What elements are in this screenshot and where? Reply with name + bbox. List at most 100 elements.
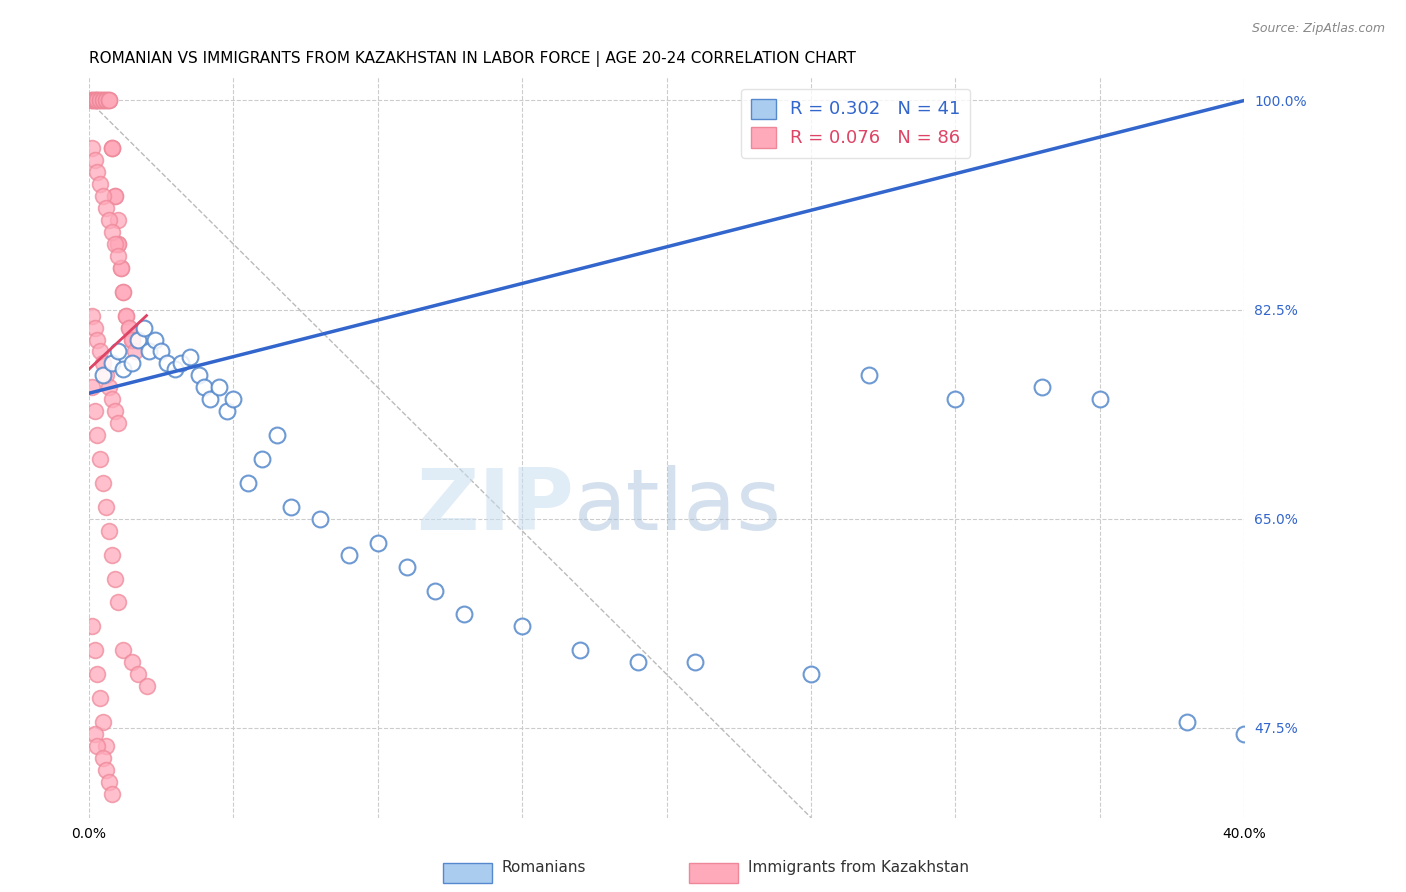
Point <box>107 236 129 251</box>
Point <box>107 249 129 263</box>
Point <box>143 333 166 347</box>
Point <box>97 774 120 789</box>
Point <box>83 94 105 108</box>
Point <box>83 94 105 108</box>
Point <box>91 94 114 108</box>
Point <box>86 94 108 108</box>
Point <box>91 475 114 490</box>
Point <box>280 500 302 514</box>
Text: Romanians: Romanians <box>502 861 586 875</box>
Point <box>86 94 108 108</box>
Point <box>121 333 143 347</box>
Point <box>83 404 105 418</box>
Point <box>510 619 533 633</box>
Point <box>91 94 114 108</box>
Point <box>94 763 117 777</box>
Point <box>104 404 127 418</box>
Point <box>97 94 120 108</box>
Point <box>337 548 360 562</box>
Point <box>1031 380 1053 394</box>
Point <box>94 368 117 383</box>
Text: Immigrants from Kazakhstan: Immigrants from Kazakhstan <box>748 861 969 875</box>
Point <box>104 572 127 586</box>
Point <box>107 595 129 609</box>
Text: ZIP: ZIP <box>416 465 574 548</box>
Point <box>112 643 135 657</box>
Point <box>83 643 105 657</box>
Point <box>107 236 129 251</box>
Point <box>94 94 117 108</box>
Point <box>94 94 117 108</box>
Point <box>627 655 650 669</box>
Point <box>1088 392 1111 407</box>
Point <box>208 380 231 394</box>
Point <box>80 380 103 394</box>
Point <box>115 309 138 323</box>
Point <box>91 751 114 765</box>
Point <box>101 141 124 155</box>
Point <box>91 356 114 370</box>
Point <box>89 94 111 108</box>
Point <box>149 344 172 359</box>
Point <box>80 94 103 108</box>
Point <box>97 213 120 227</box>
Point <box>80 619 103 633</box>
Point <box>86 667 108 681</box>
Point <box>94 500 117 514</box>
Point <box>101 225 124 239</box>
Point <box>94 739 117 753</box>
Point <box>80 141 103 155</box>
Point <box>193 380 215 394</box>
Point <box>112 285 135 299</box>
Text: ROMANIAN VS IMMIGRANTS FROM KAZAKHSTAN IN LABOR FORCE | AGE 20-24 CORRELATION CH: ROMANIAN VS IMMIGRANTS FROM KAZAKHSTAN I… <box>89 51 856 67</box>
Point <box>101 141 124 155</box>
Point <box>107 213 129 227</box>
Point <box>112 362 135 376</box>
Point <box>101 548 124 562</box>
Point <box>89 691 111 706</box>
Point <box>89 344 111 359</box>
Point <box>124 344 146 359</box>
Point <box>83 94 105 108</box>
Point <box>104 189 127 203</box>
Text: Source: ZipAtlas.com: Source: ZipAtlas.com <box>1251 22 1385 36</box>
Point <box>250 452 273 467</box>
Point <box>217 404 239 418</box>
Point <box>110 260 132 275</box>
Point <box>156 356 179 370</box>
Point <box>83 727 105 741</box>
Point <box>97 94 120 108</box>
Point <box>107 416 129 430</box>
Point <box>97 94 120 108</box>
Point <box>110 260 132 275</box>
Point <box>127 333 149 347</box>
Point <box>118 320 141 334</box>
Point <box>104 189 127 203</box>
Point <box>101 392 124 407</box>
Point <box>86 739 108 753</box>
Point <box>89 177 111 191</box>
Point <box>127 667 149 681</box>
Point <box>138 344 160 359</box>
Point <box>94 201 117 215</box>
Point <box>86 165 108 179</box>
Point <box>83 153 105 168</box>
Point <box>86 428 108 442</box>
Point <box>91 189 114 203</box>
Point <box>187 368 209 383</box>
Point <box>101 787 124 801</box>
Point <box>89 94 111 108</box>
Point <box>80 94 103 108</box>
Point <box>89 94 111 108</box>
Point <box>568 643 591 657</box>
Point <box>945 392 967 407</box>
Point <box>121 356 143 370</box>
Point <box>91 368 114 383</box>
Point <box>86 94 108 108</box>
Point <box>135 679 157 693</box>
Point <box>121 655 143 669</box>
Point <box>97 380 120 394</box>
Point <box>236 475 259 490</box>
Point <box>118 320 141 334</box>
Point <box>80 309 103 323</box>
